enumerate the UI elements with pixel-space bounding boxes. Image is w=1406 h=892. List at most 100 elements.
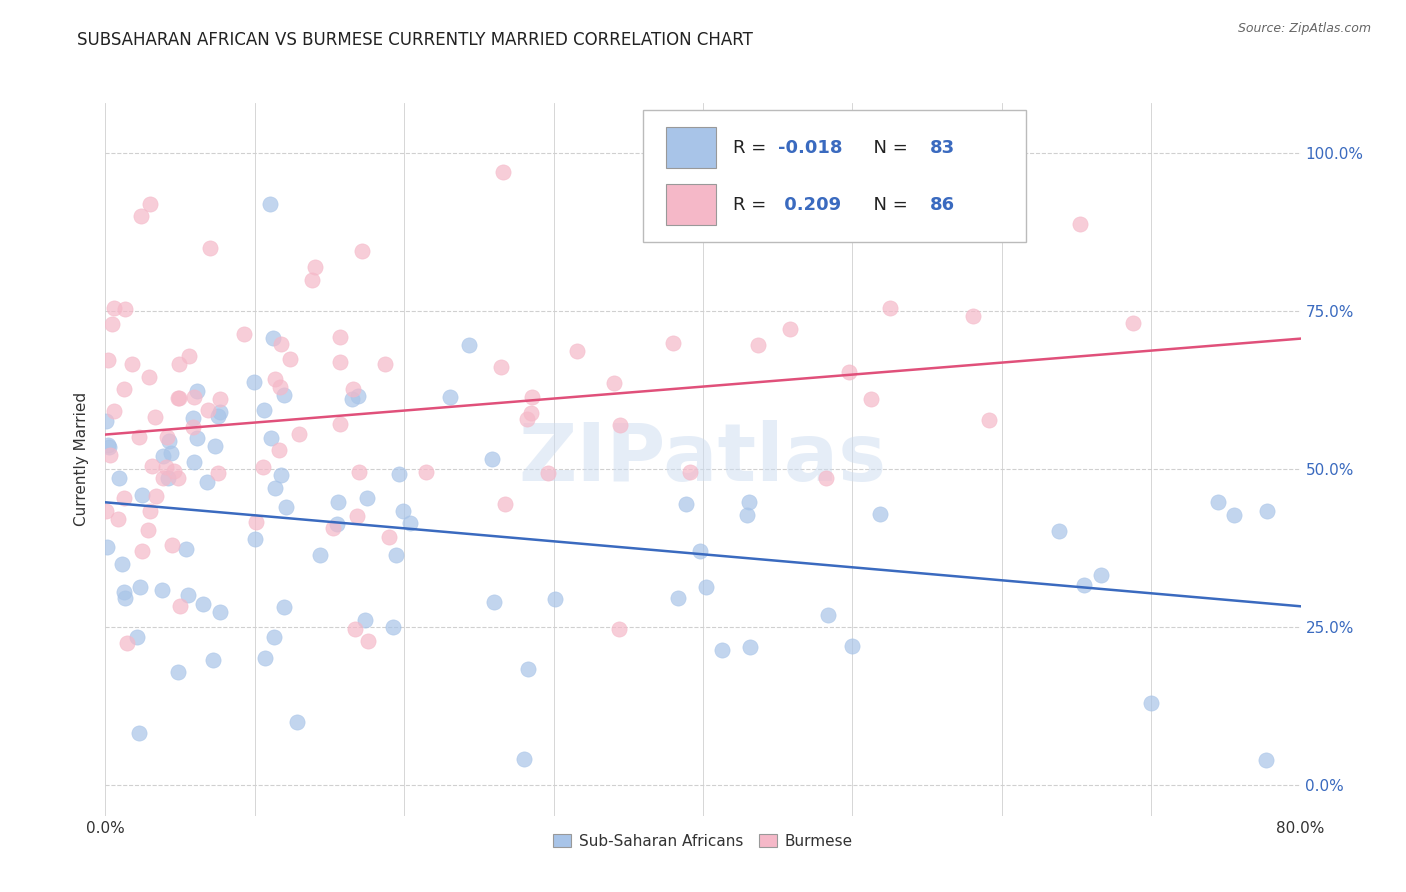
Point — [160, 446, 183, 460]
Point — [357, 634, 380, 648]
Point — [382, 619, 405, 633]
Point — [112, 584, 135, 599]
Point — [152, 449, 174, 463]
Point — [603, 376, 626, 390]
Text: ZIPatlas: ZIPatlas — [519, 420, 887, 499]
Point — [544, 592, 567, 607]
Point — [177, 589, 200, 603]
Point — [738, 494, 761, 508]
Point — [97, 437, 120, 451]
Point — [167, 391, 190, 405]
Point — [838, 366, 860, 380]
Point — [101, 317, 124, 331]
Point — [155, 430, 177, 444]
Point — [962, 310, 984, 324]
Point — [252, 460, 274, 475]
Point — [269, 380, 291, 394]
Point — [675, 497, 697, 511]
Point — [259, 197, 281, 211]
Point — [162, 538, 184, 552]
Point — [326, 495, 349, 509]
Point — [329, 355, 352, 369]
Point — [267, 443, 290, 458]
Point — [131, 543, 153, 558]
Point — [977, 413, 1000, 427]
Point — [301, 273, 323, 287]
Point — [263, 630, 285, 644]
Point — [879, 301, 901, 315]
Point — [186, 384, 208, 399]
Point — [536, 466, 558, 480]
Point — [202, 653, 225, 667]
Text: N =: N = — [862, 195, 914, 213]
Point — [356, 491, 378, 505]
Point — [481, 452, 503, 467]
Point — [207, 466, 229, 480]
Point — [254, 651, 277, 665]
Point — [98, 440, 121, 454]
Point — [264, 481, 287, 495]
Point — [198, 241, 221, 255]
FancyBboxPatch shape — [666, 184, 716, 226]
Point — [141, 458, 163, 473]
Point — [278, 351, 301, 366]
Point — [243, 533, 266, 547]
Point — [304, 260, 326, 274]
Point — [347, 389, 370, 403]
Point — [167, 665, 190, 679]
Point — [841, 639, 863, 653]
Point — [143, 409, 166, 424]
Point — [96, 540, 118, 554]
Point — [209, 392, 232, 407]
Point — [112, 382, 135, 396]
Point — [285, 715, 308, 730]
Point — [152, 471, 174, 485]
Point — [262, 331, 284, 345]
Point — [183, 390, 205, 404]
Text: R =: R = — [733, 195, 772, 213]
Point — [208, 605, 231, 619]
Point — [859, 392, 882, 406]
Point — [273, 388, 295, 402]
Point — [607, 622, 630, 636]
Point — [415, 465, 437, 479]
Point — [139, 196, 162, 211]
Point — [388, 467, 411, 482]
Point — [155, 459, 177, 474]
Text: 0.209: 0.209 — [779, 195, 841, 213]
Point — [129, 210, 152, 224]
Point — [609, 418, 631, 433]
Point — [273, 599, 295, 614]
Point — [94, 504, 117, 518]
Point — [1223, 508, 1246, 523]
Point — [350, 244, 373, 258]
Point — [138, 369, 160, 384]
Point — [494, 497, 516, 511]
Point — [114, 591, 136, 605]
Point — [177, 349, 200, 363]
Point — [288, 426, 311, 441]
Point — [735, 508, 758, 522]
Point — [270, 467, 292, 482]
Point — [114, 301, 136, 316]
Point — [94, 414, 117, 428]
Point — [128, 429, 150, 443]
Point — [340, 392, 363, 406]
Point — [439, 390, 461, 404]
Point — [385, 548, 408, 562]
Point — [520, 406, 543, 420]
Point — [129, 580, 152, 594]
Point — [344, 623, 367, 637]
Point — [349, 466, 371, 480]
FancyBboxPatch shape — [666, 127, 716, 169]
Point — [329, 417, 352, 431]
Point — [242, 376, 264, 390]
Y-axis label: Currently Married: Currently Married — [75, 392, 90, 526]
Point — [326, 517, 349, 532]
Point — [678, 466, 700, 480]
Point — [1256, 504, 1278, 518]
Point — [329, 330, 352, 344]
Point — [513, 752, 536, 766]
Point — [169, 599, 191, 613]
Point — [567, 344, 589, 359]
